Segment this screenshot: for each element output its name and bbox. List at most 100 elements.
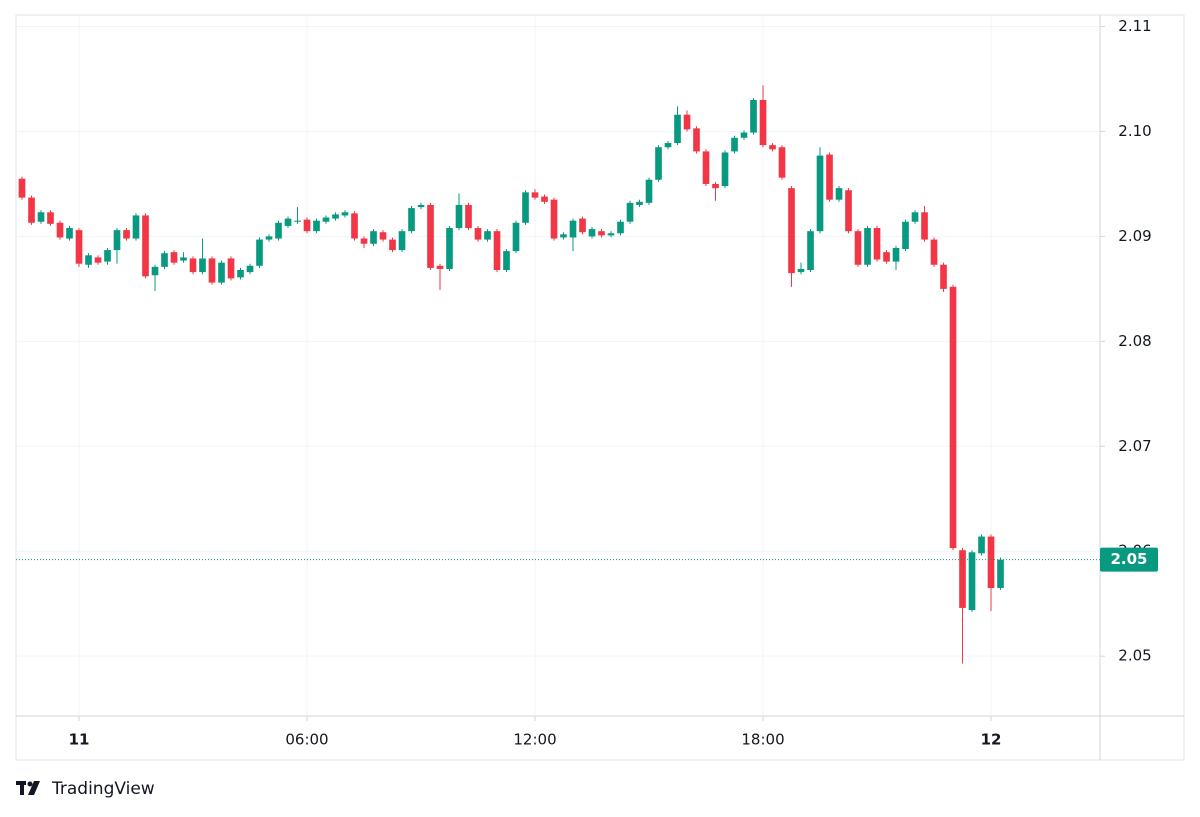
candle-body <box>37 212 45 222</box>
candle-body <box>474 228 482 240</box>
candle-body <box>892 247 900 262</box>
candle-body <box>18 178 26 198</box>
candle-body <box>826 154 833 200</box>
candle-body <box>588 229 596 237</box>
candle-body <box>731 137 738 152</box>
candle-body <box>902 221 909 250</box>
candle-body <box>598 231 605 236</box>
candle-body <box>493 231 501 271</box>
candle-body <box>303 219 311 232</box>
candle-body <box>778 147 786 178</box>
candle-body <box>170 252 178 263</box>
candle-body <box>94 257 102 263</box>
candle-body <box>702 151 710 184</box>
last-price-label: 2.05 <box>1110 550 1147 568</box>
candle-body <box>85 255 92 265</box>
candle-body <box>759 100 767 146</box>
candle-body <box>503 251 510 271</box>
candle-body <box>75 230 83 264</box>
candle-body <box>636 201 643 205</box>
candle-body <box>522 192 529 223</box>
y-tick-label: 2.09 <box>1118 227 1151 245</box>
candle-body <box>341 212 349 216</box>
brand-name: TradingView <box>51 779 155 799</box>
y-tick-label: 2.10 <box>1118 122 1151 140</box>
candle-body <box>180 257 187 261</box>
brand-logo <box>16 781 40 795</box>
y-tick-label: 2.08 <box>1118 332 1151 350</box>
candle-body <box>446 228 453 269</box>
candle-body <box>664 143 672 148</box>
x-tick-label: 06:00 <box>285 731 328 749</box>
candle-body <box>465 204 472 229</box>
candle-body <box>845 190 852 232</box>
candle-body <box>921 212 928 240</box>
candle-body <box>835 188 843 200</box>
candle-body <box>322 217 330 222</box>
candle-body <box>56 222 64 238</box>
candle-body <box>541 196 548 202</box>
candle-body <box>66 228 73 239</box>
chart-frame <box>15 14 1185 761</box>
y-tick-label: 2.11 <box>1118 17 1151 35</box>
candle-body <box>351 213 358 239</box>
candle-body <box>569 220 577 238</box>
candle-body <box>427 204 434 268</box>
candle-body <box>360 238 368 244</box>
candle-body <box>930 239 938 265</box>
candle-body <box>218 262 225 283</box>
candle-body <box>797 268 805 273</box>
candle-body <box>949 286 957 549</box>
candle-body <box>265 236 273 240</box>
candle-body <box>484 231 491 240</box>
candle-body <box>693 128 700 152</box>
candle-body <box>284 218 292 226</box>
candle-body <box>256 239 263 266</box>
x-tick-label: 11 <box>69 731 90 749</box>
candle-body <box>750 100 757 133</box>
candle-body <box>740 132 748 138</box>
candle-body <box>560 234 567 238</box>
candle-body <box>712 183 719 189</box>
candle-body <box>389 239 396 251</box>
candle-body <box>199 258 206 273</box>
candle-body <box>123 230 130 239</box>
candle-body <box>683 114 691 130</box>
candle-body <box>579 218 586 233</box>
candle-body <box>151 266 159 276</box>
candle-body <box>512 222 520 252</box>
candle-body <box>968 552 976 611</box>
candle-body <box>617 221 624 234</box>
candle-body <box>379 232 387 240</box>
candle-body <box>816 155 824 232</box>
candle-body <box>408 208 415 232</box>
candle-body <box>237 270 244 278</box>
candle-body <box>987 536 995 588</box>
candle-body <box>294 220 301 222</box>
candle-body <box>959 550 966 608</box>
candle-body <box>132 215 140 239</box>
candle-body <box>854 231 862 265</box>
x-tick-label: 18:00 <box>741 731 784 749</box>
candle-body <box>883 252 890 262</box>
candle-body <box>940 264 947 289</box>
candle-body <box>788 188 795 274</box>
candle-body <box>227 258 235 279</box>
candle-body <box>455 204 463 229</box>
candle-body <box>655 147 662 180</box>
last-price-box <box>1100 547 1158 572</box>
candle-body <box>142 215 149 277</box>
x-tick-label: 12:00 <box>513 731 556 749</box>
candle-body <box>189 258 197 273</box>
candle-body <box>550 199 558 239</box>
y-tick-label: 2.05 <box>1118 647 1151 665</box>
candle-body <box>721 152 729 187</box>
candle-body <box>417 204 425 208</box>
candle-body <box>807 231 814 271</box>
candle-body <box>313 220 320 232</box>
candle-body <box>398 231 406 251</box>
candle-body <box>674 114 681 144</box>
candle-body <box>104 250 111 262</box>
candle-body <box>531 192 539 198</box>
